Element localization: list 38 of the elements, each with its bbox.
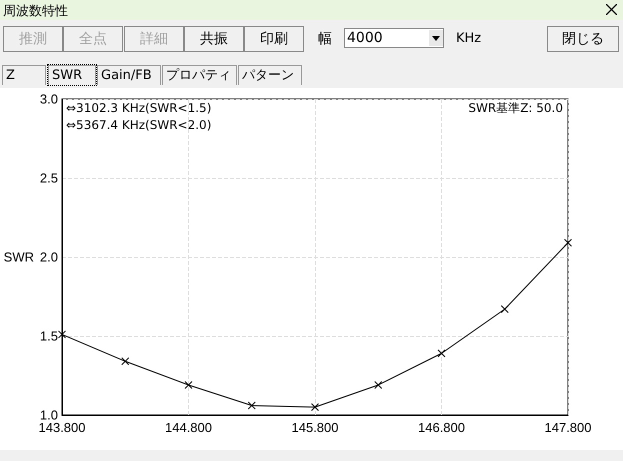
- y-tick-label: 1.0: [40, 408, 58, 422]
- point: [438, 349, 446, 358]
- text: SWR: [48, 65, 96, 85]
- point: [248, 402, 256, 410]
- x-tick-label: 146.800: [418, 420, 465, 435]
- text: パターン: [238, 65, 302, 85]
- text: 4000: [344, 28, 444, 48]
- annotation: SWR基準Z: 50.0: [468, 101, 564, 115]
- x-tick-label: 144.800: [165, 420, 212, 435]
- point: [184, 380, 192, 389]
- text: Gain/FB: [97, 65, 161, 85]
- point: [374, 380, 382, 389]
- text: プロパティ: [162, 65, 237, 85]
- x-tick-label: 145.800: [292, 420, 338, 435]
- annotation: ⇔5367.4 KHz(SWR<2.0): [66, 118, 212, 132]
- chart-title: 周波数特性: [3, 3, 68, 20]
- x-tick-label: 143.800: [38, 420, 86, 435]
- y-tick-label: 3.0: [40, 92, 58, 106]
- text: 幅: [318, 30, 332, 48]
- text: KHz: [456, 31, 482, 46]
- y-tick-label: 2.5: [40, 170, 58, 186]
- x-tick-label: 147.800: [544, 420, 592, 435]
- text: 印刷: [244, 26, 304, 52]
- text: Z: [2, 65, 46, 85]
- text: 全点: [63, 26, 123, 52]
- point: [311, 403, 319, 412]
- y-tick-label: 2.0: [40, 250, 58, 264]
- text: 推測: [3, 26, 63, 52]
- point: [121, 357, 130, 366]
- y-axis-title: SWR: [4, 250, 34, 264]
- y-tick-label: 1.5: [40, 328, 58, 344]
- annotation: ⇔3102.3 KHz(SWR<1.5): [66, 101, 212, 115]
- point: [564, 238, 572, 247]
- text: 共振: [184, 26, 244, 52]
- point: [500, 305, 509, 314]
- text: 詳細: [124, 26, 184, 52]
- point: [58, 330, 66, 338]
- text: 閉じる: [547, 26, 619, 52]
